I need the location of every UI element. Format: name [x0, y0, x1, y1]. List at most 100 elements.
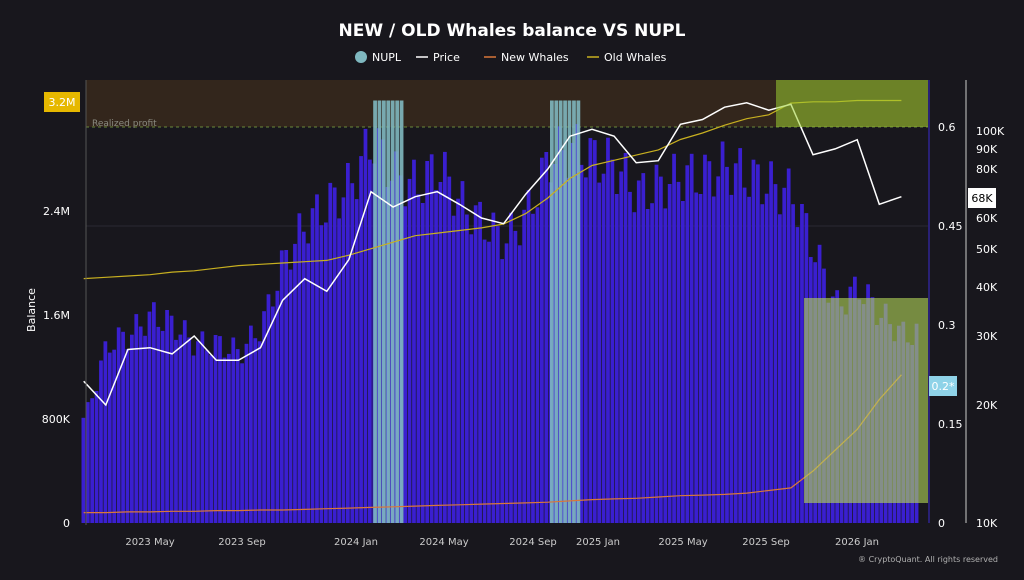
balance-bar — [218, 336, 222, 523]
balance-bar — [619, 171, 624, 523]
nupl-tick-label: 0.15 — [938, 418, 963, 431]
balance-bar — [513, 230, 518, 523]
y-axis-label: Balance — [25, 288, 38, 332]
balance-bar — [204, 350, 209, 523]
balance-bar — [425, 161, 430, 523]
nupl-bar — [558, 100, 563, 523]
balance-bar — [456, 198, 460, 523]
balance-bar — [222, 357, 227, 523]
balance-bar — [650, 203, 654, 523]
balance-bar — [778, 214, 782, 524]
balance-bar — [107, 352, 112, 523]
nupl-tick-label: 0.45 — [938, 220, 963, 233]
balance-bar — [500, 259, 505, 523]
balance-bar — [447, 176, 452, 523]
balance-bar — [473, 205, 478, 524]
balance-bar — [685, 165, 690, 524]
balance-bar — [738, 148, 743, 523]
balance-bar — [350, 183, 355, 523]
balance-bar — [182, 320, 187, 523]
balance-bar — [689, 153, 694, 524]
balance-bar — [782, 187, 787, 524]
legend-nupl-dot-icon — [355, 51, 367, 63]
balance-bar — [297, 213, 302, 524]
nupl-bar — [567, 100, 572, 523]
balance-bar — [681, 201, 685, 523]
price-tick-label: 90K — [976, 143, 998, 156]
balance-bar — [169, 315, 174, 523]
chart-title: NEW / OLD Whales balance VS NUPL — [339, 21, 686, 41]
balance-bar — [288, 269, 293, 523]
balance-bar — [112, 349, 117, 523]
realized-profit-label: Realized profit — [92, 119, 157, 129]
balance-bar — [504, 243, 509, 523]
balance-bar — [147, 311, 152, 523]
balance-bar — [90, 398, 95, 523]
balance-bar — [443, 151, 447, 523]
balance-bar — [178, 334, 183, 523]
balance-bar — [293, 243, 297, 523]
balance-bar — [434, 190, 438, 523]
balance-bar — [191, 355, 196, 523]
balance-bar — [438, 182, 443, 523]
x-tick-label: 2025 Jan — [576, 537, 620, 548]
balance-bar — [636, 180, 641, 523]
balance-bar — [614, 194, 619, 523]
balance-bar — [659, 176, 663, 523]
price-badge-label: 68K — [971, 192, 993, 205]
nupl-badge-label: 0.2* — [932, 380, 955, 393]
balance-bar — [694, 192, 699, 523]
balance-bar — [279, 250, 284, 523]
price-tick-label: 10K — [976, 517, 998, 530]
price-tick-label: 30K — [976, 330, 998, 343]
nupl-badge — [929, 376, 957, 396]
balance-bar — [337, 218, 341, 523]
price-tick-label: 100K — [976, 125, 1005, 138]
nupl-highlights — [373, 100, 581, 523]
balance-bar — [341, 197, 346, 523]
balance-bar — [266, 294, 271, 523]
left-tick-label: 800K — [42, 413, 71, 426]
balance-bar — [764, 193, 769, 523]
balance-bar — [213, 335, 218, 523]
series-lines — [83, 99, 902, 514]
balance-bar — [240, 363, 244, 523]
balance-bar — [478, 201, 482, 523]
nupl-bar — [554, 100, 559, 523]
balance-bar — [196, 341, 200, 523]
balance-bar — [284, 250, 289, 523]
balance-bar — [85, 402, 90, 523]
balance-bar — [359, 156, 363, 523]
balance-bar — [517, 245, 522, 524]
balance-bar — [544, 152, 549, 523]
balance-bar — [429, 154, 434, 524]
balance-bar — [540, 157, 544, 523]
balance-bar — [257, 341, 262, 523]
balance-bar — [332, 187, 337, 523]
balance-bar — [420, 203, 425, 523]
price-badge — [968, 188, 996, 208]
balance-bar — [641, 173, 646, 523]
balance-bar — [509, 212, 513, 523]
balance-bar — [469, 234, 474, 524]
balance-bar — [301, 231, 306, 523]
balance-bar — [227, 353, 231, 523]
balance-bars — [81, 124, 919, 524]
balance-bar — [773, 184, 778, 523]
balance-bar — [134, 314, 139, 523]
balance-bar — [125, 349, 130, 523]
balance-bar — [244, 343, 249, 523]
balance-bar — [143, 335, 147, 523]
balance-bar — [769, 161, 773, 524]
balance-bar — [116, 327, 121, 523]
highlight-boxes — [776, 80, 928, 503]
balance-bar — [707, 161, 712, 523]
old-whales-line — [83, 99, 902, 280]
balance-bar — [526, 190, 531, 523]
x-tick-label: 2024 May — [419, 537, 468, 548]
legend-entry: New Whales — [501, 51, 569, 64]
x-tick-label: 2023 Sep — [218, 537, 265, 548]
nupl-bar — [572, 100, 576, 523]
balance-bar — [747, 196, 751, 524]
